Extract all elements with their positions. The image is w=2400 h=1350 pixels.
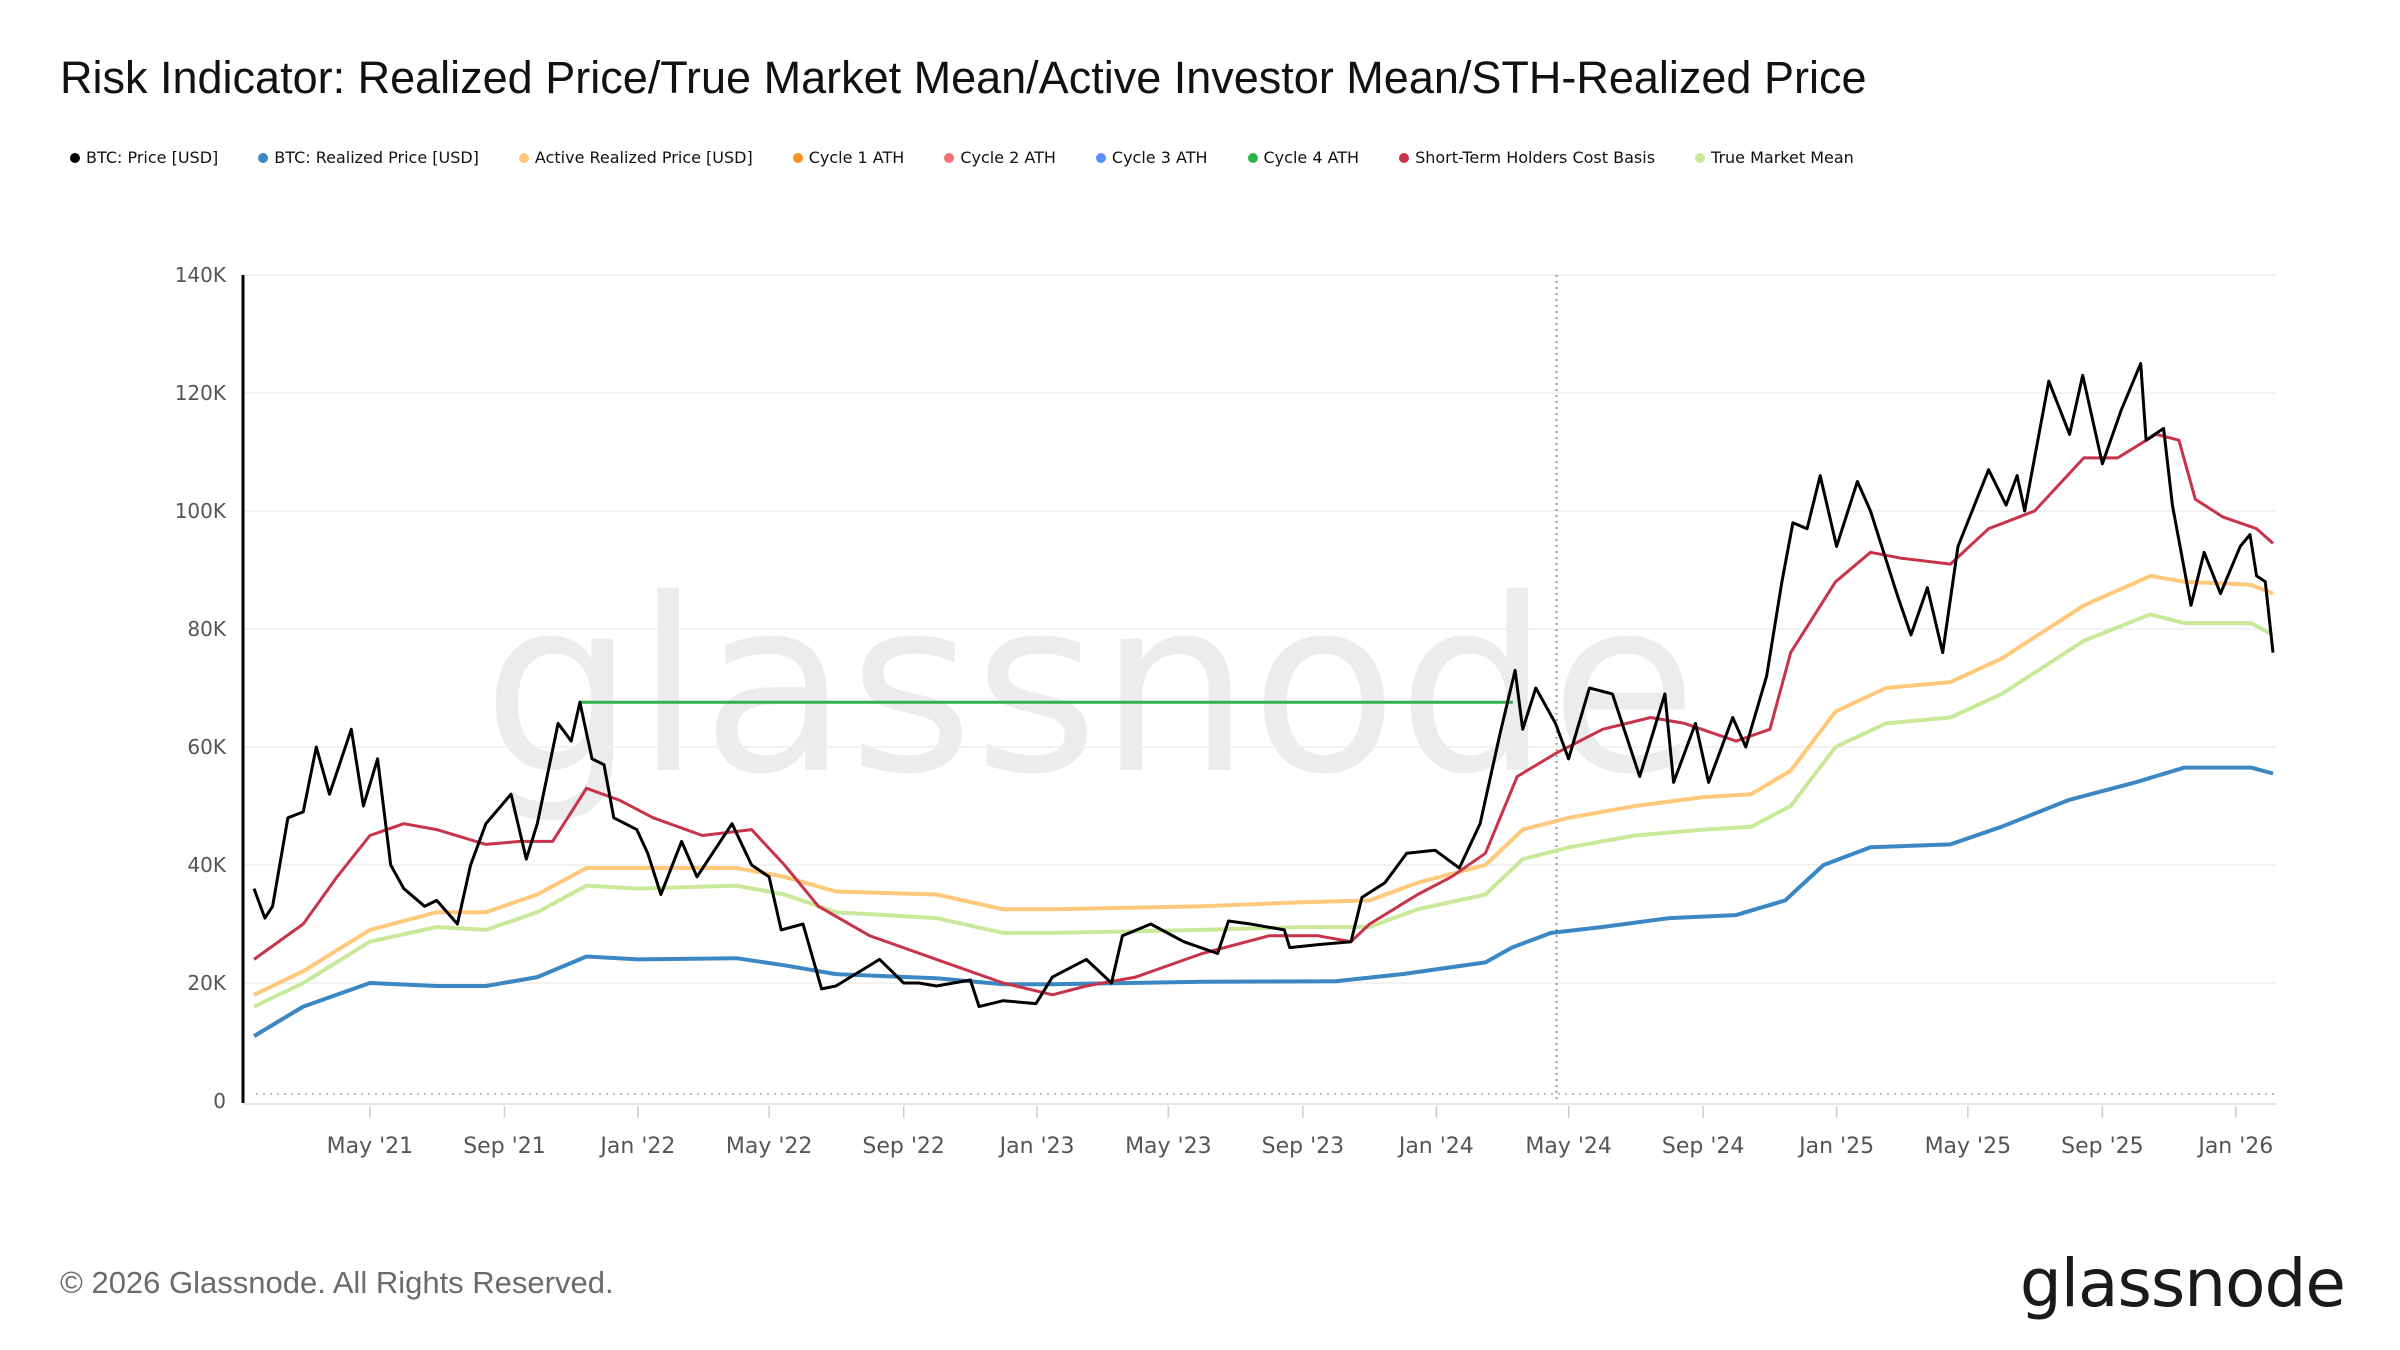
legend-label: BTC: Realized Price [USD] xyxy=(274,148,479,167)
series-line-btc-price-usd xyxy=(252,362,2275,1009)
y-tick-label: 0 xyxy=(213,1089,226,1113)
legend-item[interactable]: BTC: Realized Price [USD] xyxy=(258,148,479,167)
series-line-btc-realized-price-usd xyxy=(252,765,2274,1038)
x-tick-label: Sep '25 xyxy=(2061,1134,2144,1159)
glassnode-logo: glassnode xyxy=(2019,1245,2346,1322)
y-tick-label: 20K xyxy=(187,971,226,995)
legend-dot-icon xyxy=(944,152,955,163)
x-tick-label: Jan '24 xyxy=(1397,1134,1474,1159)
x-tick-label: Jan '23 xyxy=(998,1134,1075,1159)
y-tick-label: 140K xyxy=(175,263,227,287)
legend-item[interactable]: Active Realized Price [USD] xyxy=(518,148,753,167)
y-tick-label: 120K xyxy=(175,381,227,405)
series-line-short-term-holders-cost-basis xyxy=(253,432,2275,997)
legend-item[interactable]: Cycle 2 ATH xyxy=(944,148,1056,167)
x-tick-label: May '23 xyxy=(1125,1134,1212,1159)
legend-dot-icon xyxy=(1695,152,1706,163)
watermark: glassnode xyxy=(482,547,1697,827)
copyright-footer: © 2026 Glassnode. All Rights Reserved. xyxy=(60,1265,614,1300)
legend-label: BTC: Price [USD] xyxy=(86,148,219,167)
x-tick-label: Jan '26 xyxy=(2196,1134,2273,1159)
y-tick-label: 80K xyxy=(187,617,226,641)
series-line-active-realized-price-usd xyxy=(253,573,2274,997)
legend-label: Cycle 3 ATH xyxy=(1111,148,1208,167)
legend-dot-icon xyxy=(1095,152,1106,163)
x-tick-label: Sep '24 xyxy=(1662,1134,1745,1159)
legend-label: Active Realized Price [USD] xyxy=(534,148,753,167)
legend-item[interactable]: Cycle 1 ATH xyxy=(792,148,905,167)
legend-item[interactable]: Cycle 4 ATH xyxy=(1247,148,1360,167)
y-tick-label: 40K xyxy=(187,853,226,877)
x-tick-label: Sep '21 xyxy=(463,1134,546,1159)
legend: BTC: Price [USD] BTC: Realized Price [USD… xyxy=(70,148,1894,167)
legend-dot-icon xyxy=(70,152,80,163)
y-tick-label: 100K xyxy=(175,499,227,523)
legend-dot-icon xyxy=(1399,152,1410,163)
legend-item[interactable]: BTC: Price [USD] xyxy=(70,148,218,167)
series-line-true-market-mean xyxy=(253,612,2274,1009)
legend-dot-icon xyxy=(518,152,529,163)
x-tick-label: Jan '25 xyxy=(1797,1134,1874,1159)
x-tick-label: May '25 xyxy=(1925,1134,2012,1159)
legend-item[interactable]: True Market Mean xyxy=(1695,148,1854,167)
x-tick-label: Sep '23 xyxy=(1262,1134,1345,1159)
legend-label: Cycle 2 ATH xyxy=(960,148,1056,167)
x-tick-label: Sep '22 xyxy=(862,1134,945,1159)
legend-label: Cycle 4 ATH xyxy=(1263,148,1360,167)
legend-dot-icon xyxy=(792,152,803,163)
legend-label: Cycle 1 ATH xyxy=(808,148,905,167)
legend-dot-icon xyxy=(258,152,269,163)
x-tick-label: Jan '22 xyxy=(598,1134,675,1159)
x-tick-label: May '24 xyxy=(1525,1134,1612,1159)
legend-dot-icon xyxy=(1247,152,1258,163)
y-tick-label: 60K xyxy=(187,735,226,759)
legend-item[interactable]: Cycle 3 ATH xyxy=(1095,148,1208,167)
legend-item[interactable]: Short-Term Holders Cost Basis xyxy=(1399,148,1655,167)
legend-label: True Market Mean xyxy=(1711,148,1854,167)
chart-title: Risk Indicator: Realized Price/True Mark… xyxy=(60,52,1867,103)
x-tick-label: May '21 xyxy=(327,1134,414,1159)
x-tick-label: May '22 xyxy=(726,1134,813,1159)
legend-label: Short-Term Holders Cost Basis xyxy=(1415,148,1656,167)
